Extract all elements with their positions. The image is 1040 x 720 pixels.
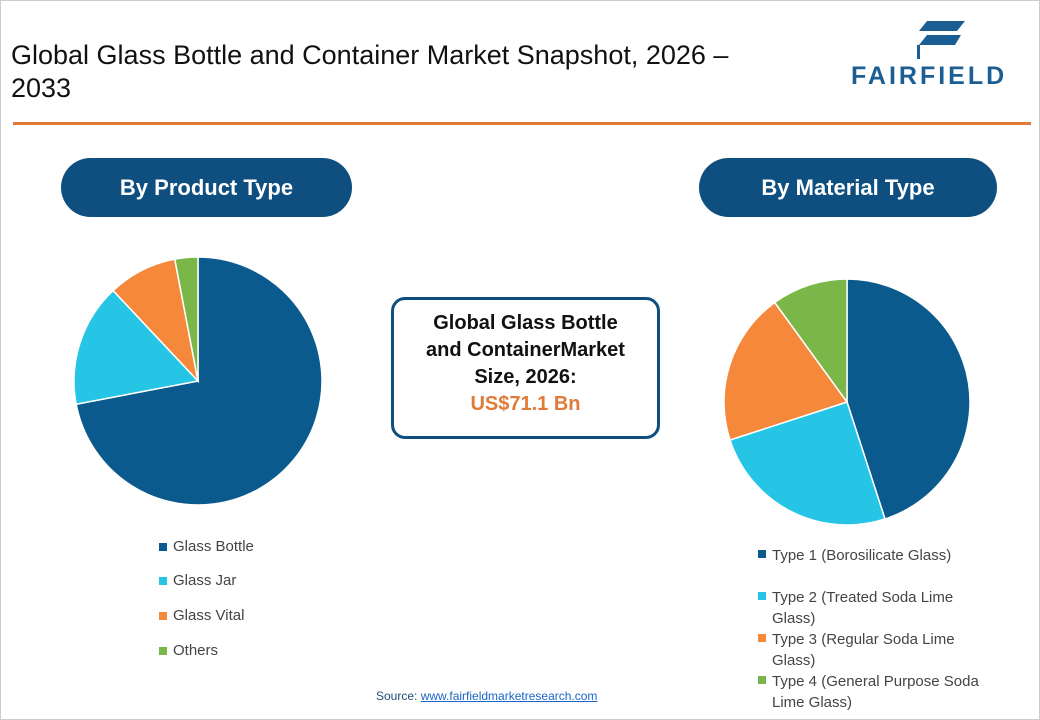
pie-slice-type-1-borosilicate-glass — [846, 278, 971, 520]
logo-text: FAIRFIELD — [851, 62, 1008, 90]
pie-slice-glass-jar — [73, 289, 200, 406]
legend-item: Glass Jar — [159, 572, 236, 589]
material-type-pie — [723, 278, 971, 526]
fairfield-logo: FAIRFIELD — [849, 19, 1029, 90]
legend-swatch — [159, 577, 167, 585]
market-size-label-3: Size, 2026: — [474, 366, 577, 388]
market-size-label-1: Global Glass Bottle — [433, 312, 618, 334]
market-size-value: US$71.1 Bn — [470, 393, 581, 415]
divider — [13, 122, 1031, 125]
legend-item: Type 1 (Borosilicate Glass) — [758, 545, 988, 566]
legend-swatch — [758, 676, 766, 684]
legend-label: Glass Vital — [173, 607, 245, 624]
legend-item: Glass Vital — [159, 607, 244, 624]
legend-label: Type 3 (Regular Soda Lime Glass) — [772, 631, 955, 669]
legend-label: Glass Bottle — [173, 538, 254, 555]
pie-slice-type-2-treated-soda-lime-glass — [729, 401, 886, 526]
legend-swatch — [159, 543, 167, 551]
pie-slice-type-3-regular-soda-lime-glass — [723, 301, 849, 441]
legend-label: Type 4 (General Purpose Soda Lime Glass) — [772, 673, 979, 711]
market-size-label-2: and ContainerMarket — [426, 339, 625, 361]
pie-slice-others — [173, 256, 199, 382]
source-label: Source: — [376, 689, 418, 703]
legend-item: Glass Bottle — [159, 538, 254, 555]
product-type-heading: By Product Type — [61, 158, 352, 217]
legend-swatch — [159, 612, 167, 620]
legend-label: Others — [173, 642, 219, 659]
legend-label: Type 1 (Borosilicate Glass) — [772, 547, 952, 564]
market-size-box: Global Glass Bottle and ContainerMarket … — [391, 297, 660, 439]
legend-item: Type 3 (Regular Soda Lime Glass) — [758, 629, 988, 671]
pie-slice-type-4-general-purpose-soda-lime-glass — [773, 278, 848, 405]
legend-swatch — [758, 634, 766, 642]
legend-item: Type 2 (Treated Soda Lime Glass) — [758, 587, 988, 629]
legend-label: Type 2 (Treated Soda Lime Glass) — [772, 589, 954, 627]
product-type-pie — [73, 256, 323, 506]
legend-swatch — [159, 647, 167, 655]
page-title: Global Glass Bottle and Container Market… — [11, 40, 729, 103]
source-note: Source: www.fairfieldmarketresearch.com — [376, 689, 597, 703]
logo-mark-icon — [917, 21, 965, 59]
pie-slice-glass-bottle — [75, 256, 323, 506]
legend-item: Others — [159, 642, 218, 659]
legend-label: Glass Jar — [173, 572, 237, 589]
material-type-heading: By Material Type — [699, 158, 997, 217]
legend-swatch — [758, 550, 766, 558]
source-link[interactable]: www.fairfieldmarketresearch.com — [420, 689, 598, 703]
legend-item: Type 4 (General Purpose Soda Lime Glass) — [758, 671, 988, 713]
legend-swatch — [758, 592, 766, 600]
